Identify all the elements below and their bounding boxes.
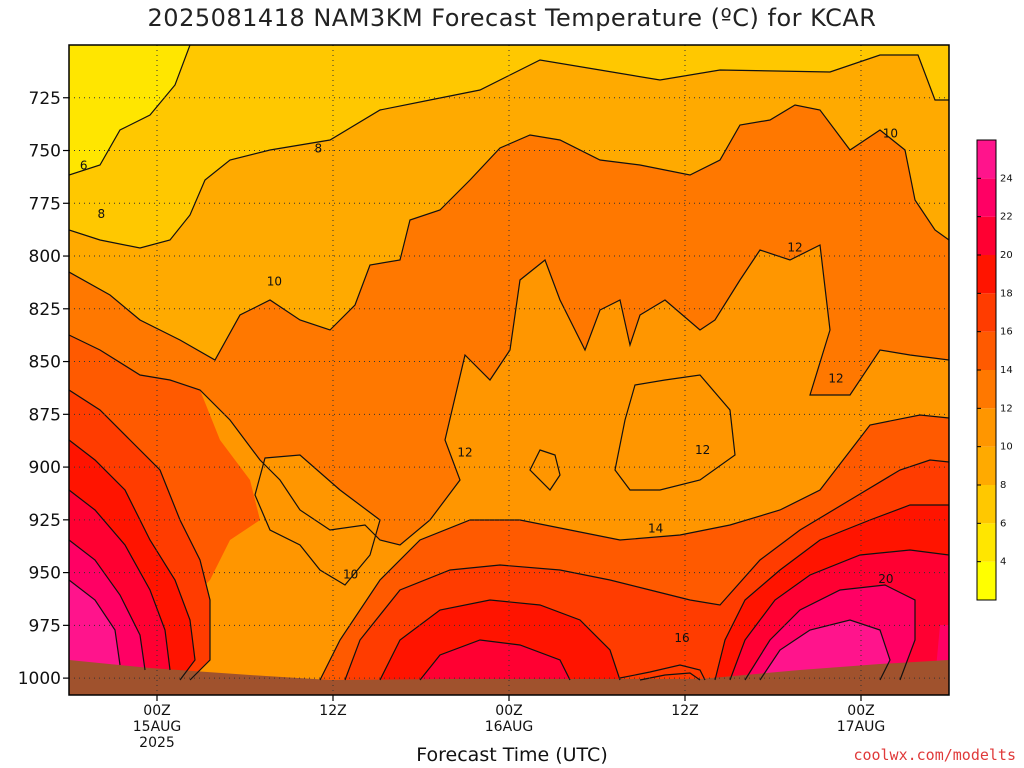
colorbar-swatch: [977, 331, 996, 370]
colorbar-swatch: [977, 293, 996, 332]
y-tick-label: 725: [29, 89, 61, 109]
colorbar-label: 8: [1000, 480, 1006, 491]
colorbar-label: 18: [1000, 288, 1013, 299]
colorbar-swatch: [977, 446, 996, 485]
colorbar-swatch: [977, 561, 996, 600]
y-tick-label: 750: [29, 142, 61, 162]
colorbar-label: 14: [1000, 365, 1013, 376]
x-tick-label: 12Z: [671, 703, 698, 719]
credit-text: coolwx.com/modelts: [853, 746, 1016, 764]
contour-label: 6: [80, 158, 88, 172]
colorbar-label: 4: [1000, 557, 1006, 568]
contour-label: 12: [457, 445, 472, 459]
colorbar-swatch: [977, 255, 996, 294]
x-tick-label: 12Z: [319, 703, 346, 719]
colorbar-swatch: [977, 370, 996, 409]
colorbar-swatch: [977, 216, 996, 255]
x-axis-label: Forecast Time (UTC): [416, 744, 608, 766]
colorbar-swatch: [977, 178, 996, 217]
colorbar-swatch: [977, 140, 996, 179]
chart-title: 2025081418 NAM3KM Forecast Temperature (…: [147, 4, 877, 32]
y-tick-label: 825: [29, 300, 61, 320]
y-tick-label: 800: [29, 247, 61, 267]
contour-label: 8: [97, 207, 105, 221]
colorbar-swatch: [977, 523, 996, 562]
colorbar-label: 10: [1000, 442, 1013, 453]
y-tick-label: 775: [29, 194, 61, 214]
x-tick-label: 00Z: [495, 703, 522, 719]
x-tick-label: 2025: [139, 735, 175, 751]
contour-label: 14: [648, 521, 663, 535]
y-tick-label: 900: [29, 458, 61, 478]
contour-label: 8: [315, 141, 323, 155]
x-tick-label: 00Z: [847, 703, 874, 719]
y-tick-label: 875: [29, 405, 61, 425]
colorbar-label: 24: [1000, 173, 1013, 184]
colorbar-label: 16: [1000, 327, 1013, 338]
y-tick-label: 950: [29, 564, 61, 584]
y-tick-label: 975: [29, 616, 61, 636]
contour-label: 10: [267, 274, 282, 288]
colorbar-swatch: [977, 408, 996, 447]
x-tick-label: 15AUG: [133, 719, 182, 735]
contour-label: 12: [787, 241, 802, 255]
contour-label: 10: [343, 568, 358, 582]
colorbar-label: 22: [1000, 212, 1013, 223]
colorbar-swatch: [977, 485, 996, 524]
x-tick-label: 00Z: [143, 703, 170, 719]
x-tick-label: 17AUG: [837, 719, 886, 735]
colorbar-label: 12: [1000, 403, 1013, 414]
contour-label: 20: [878, 572, 893, 586]
y-tick-label: 1000: [18, 669, 61, 689]
y-tick-label: 850: [29, 353, 61, 373]
x-tick-label: 16AUG: [485, 719, 534, 735]
contour-label: 16: [674, 631, 689, 645]
colorbar-label: 20: [1000, 250, 1013, 261]
contour-label: 12: [695, 443, 710, 457]
contour-label: 10: [883, 127, 898, 141]
contour-label: 12: [828, 371, 843, 385]
colorbar-label: 6: [1000, 518, 1006, 529]
y-tick-label: 925: [29, 511, 61, 531]
